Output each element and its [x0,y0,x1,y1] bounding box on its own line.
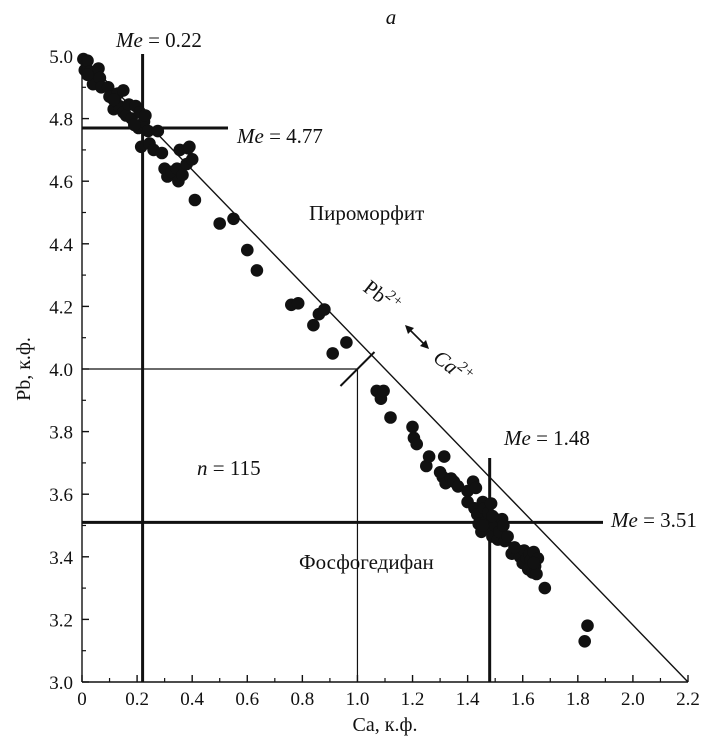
data-point [326,347,340,360]
substitution-pb-label: Pb2+ [359,273,406,318]
data-point [117,84,130,97]
x-tick-label: 0 [77,689,87,710]
data-point [340,336,353,349]
y-tick-label: 4.2 [49,297,73,318]
y-tick-label: 4.0 [49,360,73,381]
x-tick-label: 1.6 [511,689,535,710]
y-tick-label: 3.8 [49,423,73,444]
midpoint-guides [82,351,376,682]
y-tick-label: 3.0 [49,673,73,694]
data-point [578,635,591,648]
data-point [581,619,594,632]
data-point [93,71,107,85]
data-point [433,466,447,479]
substitution-arrowhead [405,325,414,334]
y-tick-labels: 3.0 3.2 3.4 3.6 3.8 4.0 4.2 4.4 4.6 4.8 5.0 [49,47,89,694]
y-tick-label: 3.2 [49,610,73,631]
x-tick-label: 0.2 [125,689,149,710]
x-tick-label: 2.0 [621,689,645,710]
x-tick-label: 2.2 [676,689,700,710]
median-label-pyromorphite-pb: Me = 4.77 [236,124,323,148]
midpoint-marker [339,351,376,387]
x-tick-labels: 0 0.2 0.4 0.6 0.8 1.0 1.2 1.4 1.6 1.8 2.0 2.2 [77,675,700,710]
panel-label: a [386,5,397,29]
data-point [185,153,199,166]
data-point [291,297,305,310]
data-point [213,217,226,230]
data-point [141,124,155,138]
data-point [318,303,331,316]
data-point [81,68,94,82]
data-point [484,497,498,510]
x-tick-label: 0.6 [235,689,259,710]
y-tick-label: 4.4 [49,235,73,256]
y-axis-title: Pb, к.ф. [13,337,35,401]
data-point [538,581,552,595]
data-point [128,118,141,132]
x-tick-label: 1.8 [566,689,590,710]
median-lines [82,54,603,682]
x-tick-label: 0.4 [180,689,204,710]
sample-size-label: n = 115 [197,456,261,480]
data-point [155,146,169,160]
x-tick-label: 1.0 [346,689,370,710]
data-point [527,556,540,570]
data-point [92,62,105,75]
data-point [241,243,254,257]
data-point [437,450,451,463]
data-point [530,567,543,581]
y-tick-label: 3.4 [49,548,73,569]
data-point [497,519,510,532]
x-tick-label: 1.4 [456,689,480,710]
data-point [451,480,465,493]
y-tick-label: 5.0 [49,47,73,68]
data-point [183,140,196,154]
data-point [406,420,419,434]
data-point [307,318,320,332]
substitution-annotation: Pb2+ Ca2+ [359,273,478,389]
data-point [151,124,165,138]
y-tick-label: 3.6 [49,485,73,506]
data-point [469,481,483,495]
median-label-pyromorphite-ca: Me = 0.22 [115,28,202,52]
plot-area: 0 0.2 0.4 0.6 0.8 1.0 1.2 1.4 1.6 1.8 2.0 2.2 3.03.… [49,47,700,710]
data-points [77,52,594,648]
data-point [81,54,94,67]
data-point [176,168,189,182]
data-point [508,541,521,554]
data-point [101,81,115,94]
substitution-ca-label: Ca2+ [429,343,478,389]
x-axis-title: Ca, к.ф. [353,714,418,736]
data-point [377,384,390,398]
data-point [501,530,514,543]
data-point [486,509,499,523]
data-point [227,212,240,226]
field-label-phosphohedyphane: Фосфогедифан [299,550,434,574]
field-label-pyromorphite: Пироморфит [309,201,424,225]
median-label-phosphohedyphane-ca: Me = 1.48 [503,426,590,450]
data-point [410,437,424,451]
data-point [188,193,202,207]
median-label-phosphohedyphane-pb: Me = 3.51 [610,508,697,532]
data-point [384,411,397,424]
substitution-arrowhead [420,340,429,349]
x-tick-label: 1.2 [401,689,425,710]
x-tick-label: 0.8 [290,689,314,710]
data-point [250,264,264,277]
data-point [422,450,436,463]
data-point [139,109,152,122]
y-tick-label: 4.8 [49,110,73,131]
data-point [476,519,490,532]
substitution-arrow-shaft [408,328,426,346]
y-tick-label: 4.6 [49,172,73,193]
data-point [107,93,120,107]
